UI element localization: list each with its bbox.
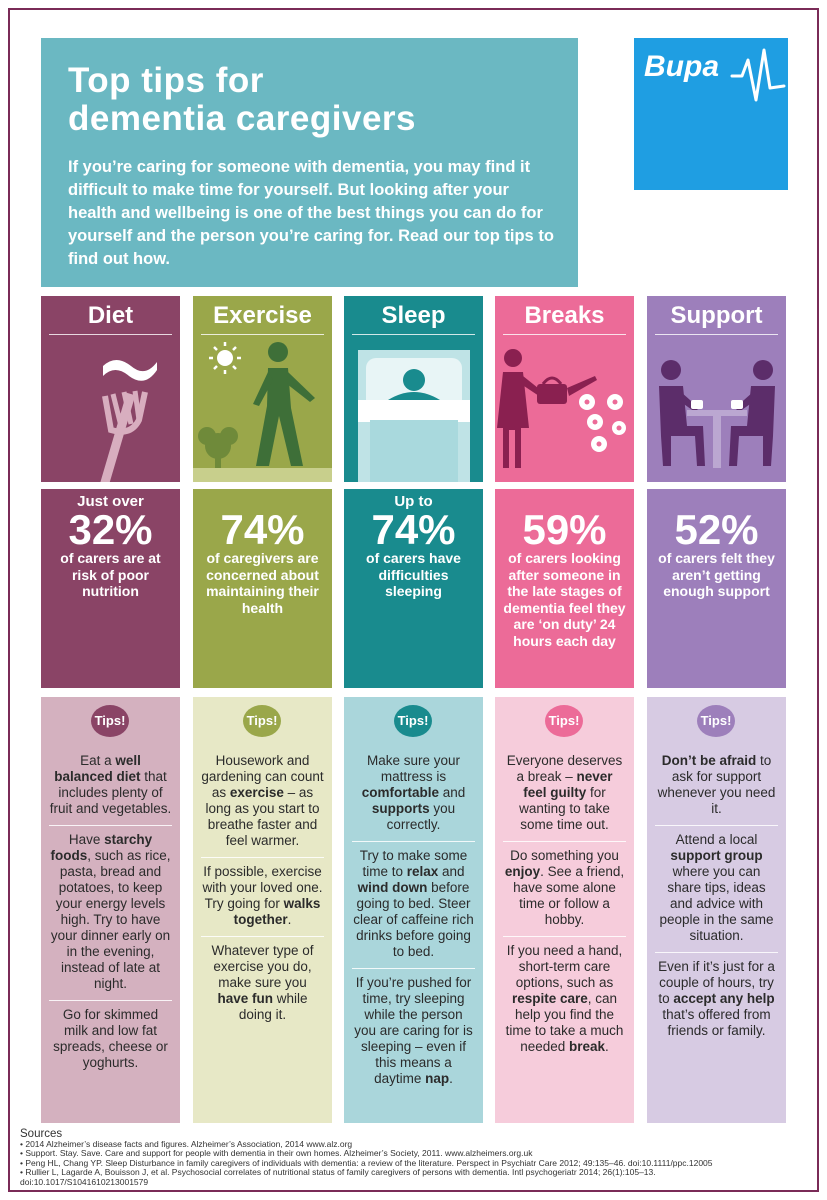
stat-description: of carers are at risk of poor nutrition bbox=[60, 550, 161, 599]
diet-heading: Diet bbox=[87, 302, 134, 329]
tip-list: Eat a well balanced diet that includes p… bbox=[41, 747, 180, 1079]
support-stat: 52% of carers felt they aren’t getting e… bbox=[647, 489, 786, 688]
stat-percentage: 74% bbox=[220, 506, 305, 553]
tip-item: If you’re pushed for time, try sleeping … bbox=[354, 975, 473, 1086]
heartbeat-icon bbox=[730, 48, 786, 102]
tip-highlight: have fun bbox=[217, 991, 273, 1006]
sun-walker-icon bbox=[193, 342, 332, 482]
stat-percentage: 74% bbox=[371, 506, 456, 553]
intro-text: If you’re caring for someone with dement… bbox=[68, 158, 554, 268]
tip-item: Eat a well balanced diet that includes p… bbox=[49, 747, 172, 826]
sources-heading: Sources bbox=[20, 1128, 63, 1140]
tip-highlight: accept any help bbox=[673, 991, 775, 1006]
sleep-heading: Sleep bbox=[381, 302, 446, 329]
tip-highlight: walks together bbox=[233, 896, 321, 927]
tip-highlight: wind down bbox=[357, 880, 428, 895]
tip-list: Make sure your mattress is comfortable a… bbox=[344, 747, 483, 1095]
tip-highlight: respite care bbox=[511, 991, 588, 1006]
tip-highlight: break bbox=[569, 1039, 606, 1054]
tip-item: If you need a hand, short-term care opti… bbox=[505, 943, 624, 1054]
tip-highlight: nap bbox=[425, 1071, 450, 1086]
divider bbox=[49, 334, 172, 335]
breaks-header: Breaks bbox=[495, 296, 634, 482]
tip-item: Don’t be afraid to ask for support whene… bbox=[655, 747, 778, 826]
stat-description: of carers looking after someone in the l… bbox=[503, 550, 626, 649]
stat-percentage: 59% bbox=[522, 506, 607, 553]
sleep-tips: Tips! Make sure your mattress is comfort… bbox=[344, 697, 483, 1123]
tip-item: Try to make some time to relax and wind … bbox=[352, 842, 475, 969]
tips-badge: Tips! bbox=[545, 705, 583, 737]
tip-item: Do something you enjoy. See a friend, ha… bbox=[503, 842, 626, 937]
tip-highlight: supports bbox=[371, 801, 430, 816]
tip-list: Housework and gardening can count as exe… bbox=[193, 747, 332, 1031]
tip-highlight: well balanced diet bbox=[54, 753, 141, 784]
divider bbox=[655, 334, 778, 335]
stat-description: of caregivers are concerned about mainta… bbox=[206, 550, 319, 616]
divider bbox=[352, 334, 475, 335]
exercise-stat: 74% of caregivers are concerned about ma… bbox=[193, 489, 332, 688]
source-item: • 2014 Alzheimer’s disease facts and fig… bbox=[20, 1139, 353, 1149]
bupa-logo: Bupa bbox=[634, 38, 788, 190]
sources-section: Sources • 2014 Alzheimer’s disease facts… bbox=[20, 1128, 810, 1187]
tips-badge: Tips! bbox=[697, 705, 735, 737]
stat-prefix: Just over bbox=[77, 493, 144, 510]
breaks-stat: 59% of carers looking after someone in t… bbox=[495, 489, 634, 688]
watering-can-icon bbox=[497, 349, 626, 468]
diet-tips: Tips! Eat a well balanced diet that incl… bbox=[41, 697, 180, 1123]
exercise-tips: Tips! Housework and gardening can count … bbox=[193, 697, 332, 1123]
tip-item: If possible, exercise with your loved on… bbox=[201, 858, 324, 937]
source-item: • Support. Stay. Save. Care and support … bbox=[20, 1148, 533, 1159]
support-header: Support bbox=[647, 296, 786, 482]
tip-list: Don’t be afraid to ask for support whene… bbox=[647, 747, 786, 1047]
tip-item: Housework and gardening can count as exe… bbox=[201, 747, 324, 858]
logo-text: Bupa bbox=[644, 50, 719, 83]
stat-description: of carers felt they aren’t getting enoug… bbox=[658, 550, 775, 599]
tip-highlight: enjoy bbox=[504, 864, 541, 879]
stat-percentage: 52% bbox=[674, 506, 759, 553]
source-item: doi:10.1017/S1041610213001579 bbox=[20, 1176, 149, 1187]
tip-highlight: exercise bbox=[229, 785, 284, 800]
diet-header: Diet bbox=[41, 296, 180, 482]
two-people-coffee-icon bbox=[659, 360, 775, 468]
sleep-header: Sleep bbox=[344, 296, 483, 482]
fork-icon bbox=[100, 360, 157, 482]
tip-highlight: starchy foods bbox=[50, 832, 153, 863]
breaks-heading: Breaks bbox=[524, 302, 605, 329]
tip-item: Everyone deserves a break – never feel g… bbox=[503, 747, 626, 842]
tip-item: Have starchy foods, such as rice, pasta,… bbox=[49, 826, 172, 1001]
divider bbox=[503, 334, 626, 335]
page-border bbox=[8, 8, 819, 1192]
tip-highlight: never feel guilty bbox=[523, 769, 613, 800]
tip-item: Whatever type of exercise you do, make s… bbox=[211, 943, 314, 1022]
breaks-tips: Tips! Everyone deserves a break – never … bbox=[495, 697, 634, 1123]
tip-highlight: relax bbox=[406, 864, 439, 879]
divider bbox=[201, 334, 324, 335]
exercise-header: Exercise bbox=[193, 296, 332, 482]
source-item: • Rullier L, Lagarde A, Bouisson J, et a… bbox=[20, 1167, 656, 1178]
tips-badge: Tips! bbox=[243, 705, 281, 737]
page-title: Top tips for dementia caregivers bbox=[68, 61, 417, 138]
stat-prefix: Up to bbox=[394, 493, 433, 510]
source-item: • Peng HL, Chang YP. Sleep Disturbance i… bbox=[20, 1157, 713, 1168]
tip-highlight: support group bbox=[670, 848, 763, 863]
support-tips: Tips! Don’t be afraid to ask for support… bbox=[647, 697, 786, 1123]
tip-item: Go for skimmed milk and low fat spreads,… bbox=[53, 1007, 168, 1070]
exercise-heading: Exercise bbox=[213, 302, 312, 329]
tip-highlight: Don’t be afraid bbox=[661, 753, 757, 768]
diet-stat: Just over 32% of carers are at risk of p… bbox=[41, 489, 180, 688]
stat-description: of carers have difficulties sleeping bbox=[366, 550, 461, 599]
hero-banner: Top tips for dementia caregivers If you’… bbox=[41, 38, 578, 287]
tips-badge: Tips! bbox=[91, 705, 129, 737]
tip-item: Even if it’s just for a couple of hours,… bbox=[658, 959, 775, 1038]
tips-badge: Tips! bbox=[394, 705, 432, 737]
tip-item: Make sure your mattress is comfortable a… bbox=[352, 747, 475, 842]
bed-sleeper-icon bbox=[358, 350, 470, 482]
tip-list: Everyone deserves a break – never feel g… bbox=[495, 747, 634, 1063]
tip-item: Attend a local support group where you c… bbox=[655, 826, 778, 953]
support-heading: Support bbox=[670, 302, 763, 329]
stat-percentage: 32% bbox=[68, 506, 153, 553]
tip-highlight: comfortable bbox=[361, 785, 439, 800]
sleep-stat: Up to 74% of carers have difficulties sl… bbox=[344, 489, 483, 688]
